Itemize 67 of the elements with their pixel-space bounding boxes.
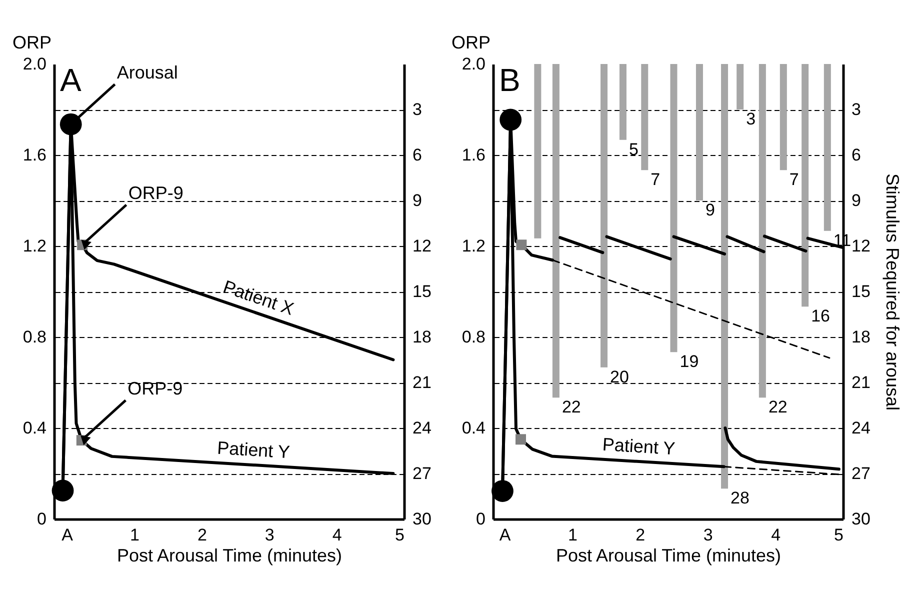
- x-tick-label: 5: [395, 526, 404, 544]
- y-tick-label: 2.0: [22, 54, 46, 74]
- y-tick-label: 0.4: [462, 418, 486, 438]
- text: Patient X: [220, 276, 296, 320]
- y-tick-label: 0.4: [22, 418, 46, 438]
- y-tick-label: 1.2: [22, 236, 46, 256]
- data-label: 22: [768, 398, 788, 417]
- x-tick-label: 3: [264, 526, 274, 544]
- y-axis-title: ORP: [12, 32, 52, 52]
- y2-tick-label: 9: [412, 191, 422, 210]
- x-tick-label: 1: [568, 526, 578, 544]
- y2-tick-label: 15: [852, 282, 870, 301]
- series-label: Patient Y: [602, 434, 676, 459]
- annotation: Arousal: [116, 62, 178, 82]
- y2-tick-label: 30: [412, 510, 432, 528]
- chart-title: A: [60, 62, 82, 98]
- chart-title: B: [499, 62, 520, 98]
- x-tick-label: 2: [636, 526, 646, 544]
- data-label: 16: [811, 306, 830, 326]
- x-tick-label: 1: [130, 526, 140, 544]
- y-tick-label: 1.2: [462, 236, 486, 256]
- data-label: 22: [562, 398, 581, 417]
- y2-tick-label: 6: [412, 146, 422, 164]
- data-label: 3: [746, 110, 756, 128]
- x-tick-label: 2: [197, 526, 207, 544]
- x-axis-title: Post Arousal Time (minutes): [116, 546, 342, 566]
- y2-tick-label: 24: [852, 418, 870, 438]
- data-label: 7: [650, 170, 660, 190]
- x-axis-title: Post Arousal Time (minutes): [556, 546, 782, 566]
- data-label: 7: [789, 170, 799, 190]
- y2-tick-label: 18: [412, 328, 432, 346]
- x-tick-label: 4: [332, 526, 342, 544]
- x-tick-label: 5: [834, 526, 844, 544]
- y-tick-label: 1.6: [462, 146, 486, 164]
- y2-tick-label: 21: [412, 373, 432, 392]
- y2-tick-label: 12: [412, 236, 432, 256]
- y-tick-label: 2.0: [462, 54, 486, 74]
- y2-tick-label: 12: [852, 236, 870, 256]
- series-label: Patient Y: [216, 438, 290, 462]
- x-tick-label: A: [499, 526, 512, 544]
- x-tick-label: 3: [703, 526, 713, 544]
- y2-tick-label: 15: [412, 282, 432, 301]
- y-tick-label: 0: [37, 510, 46, 528]
- data-label: 9: [705, 200, 715, 220]
- y2-tick-label: 3: [852, 100, 861, 119]
- y2-tick-label: 27: [412, 464, 432, 483]
- y2-tick-label: 18: [852, 328, 870, 346]
- data-label: 20: [610, 367, 629, 386]
- x-tick-label: 4: [771, 526, 781, 544]
- y2-tick-label: 24: [412, 418, 432, 438]
- y-tick-label: 0: [476, 510, 486, 528]
- annotation: ORP-9: [128, 182, 184, 203]
- data-label: 19: [680, 352, 699, 372]
- y2-tick-label: 6: [852, 146, 861, 164]
- y-axis-title: ORP: [452, 32, 491, 52]
- y2-tick-label: 3: [412, 100, 422, 119]
- y2-tick-label: 27: [852, 464, 870, 483]
- data-label: 5: [628, 140, 638, 159]
- y2-tick-label: 30: [852, 510, 870, 528]
- x-tick-label: A: [62, 526, 74, 544]
- y-tick-label: 0.8: [462, 328, 486, 346]
- y2-axis-title: Stimulus Required for arousal: [882, 173, 902, 411]
- y-tick-label: 1.6: [22, 146, 46, 164]
- y2-tick-label: 9: [852, 191, 861, 210]
- y-tick-label: 0.8: [22, 328, 46, 346]
- y2-tick-label: 21: [852, 373, 870, 392]
- data-label: 28: [730, 488, 750, 508]
